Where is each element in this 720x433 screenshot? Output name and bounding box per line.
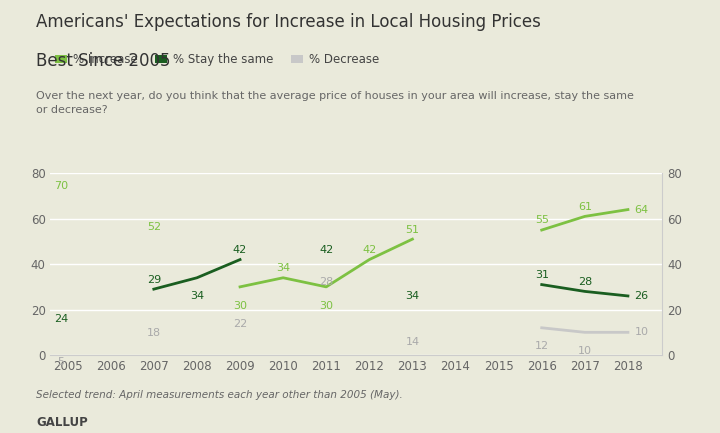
Text: 30: 30: [319, 301, 333, 310]
Text: 10: 10: [634, 327, 649, 337]
Text: GALLUP: GALLUP: [36, 416, 88, 429]
Text: 42: 42: [362, 245, 377, 255]
Text: 14: 14: [405, 337, 420, 347]
Text: 24: 24: [54, 314, 68, 324]
Text: 10: 10: [578, 346, 592, 356]
Text: Americans' Expectations for Increase in Local Housing Prices: Americans' Expectations for Increase in …: [36, 13, 541, 31]
Text: Over the next year, do you think that the average price of houses in your area w: Over the next year, do you think that th…: [36, 91, 634, 115]
Text: 34: 34: [190, 291, 204, 301]
Text: 18: 18: [147, 328, 161, 338]
Text: 42: 42: [319, 245, 333, 255]
Text: 51: 51: [405, 225, 420, 235]
Text: 31: 31: [535, 270, 549, 280]
Text: 42: 42: [233, 245, 247, 255]
Text: 30: 30: [233, 301, 247, 310]
Text: 28: 28: [577, 277, 592, 287]
Text: 34: 34: [405, 291, 420, 301]
Text: 64: 64: [634, 204, 649, 215]
Text: 34: 34: [276, 263, 290, 273]
Legend: % Increase, % Stay the same, % Decrease: % Increase, % Stay the same, % Decrease: [50, 48, 384, 71]
Text: 70: 70: [54, 181, 68, 191]
Text: Selected trend: April measurements each year other than 2005 (May).: Selected trend: April measurements each …: [36, 390, 402, 400]
Text: 22: 22: [233, 319, 247, 329]
Text: 12: 12: [535, 341, 549, 352]
Text: 55: 55: [535, 216, 549, 226]
Text: 5: 5: [58, 357, 65, 367]
Text: Best Since 2005: Best Since 2005: [36, 52, 171, 70]
Text: 52: 52: [147, 222, 161, 232]
Text: 28: 28: [319, 277, 333, 287]
Text: 61: 61: [578, 202, 592, 212]
Text: 26: 26: [634, 291, 649, 301]
Text: 29: 29: [147, 275, 161, 284]
